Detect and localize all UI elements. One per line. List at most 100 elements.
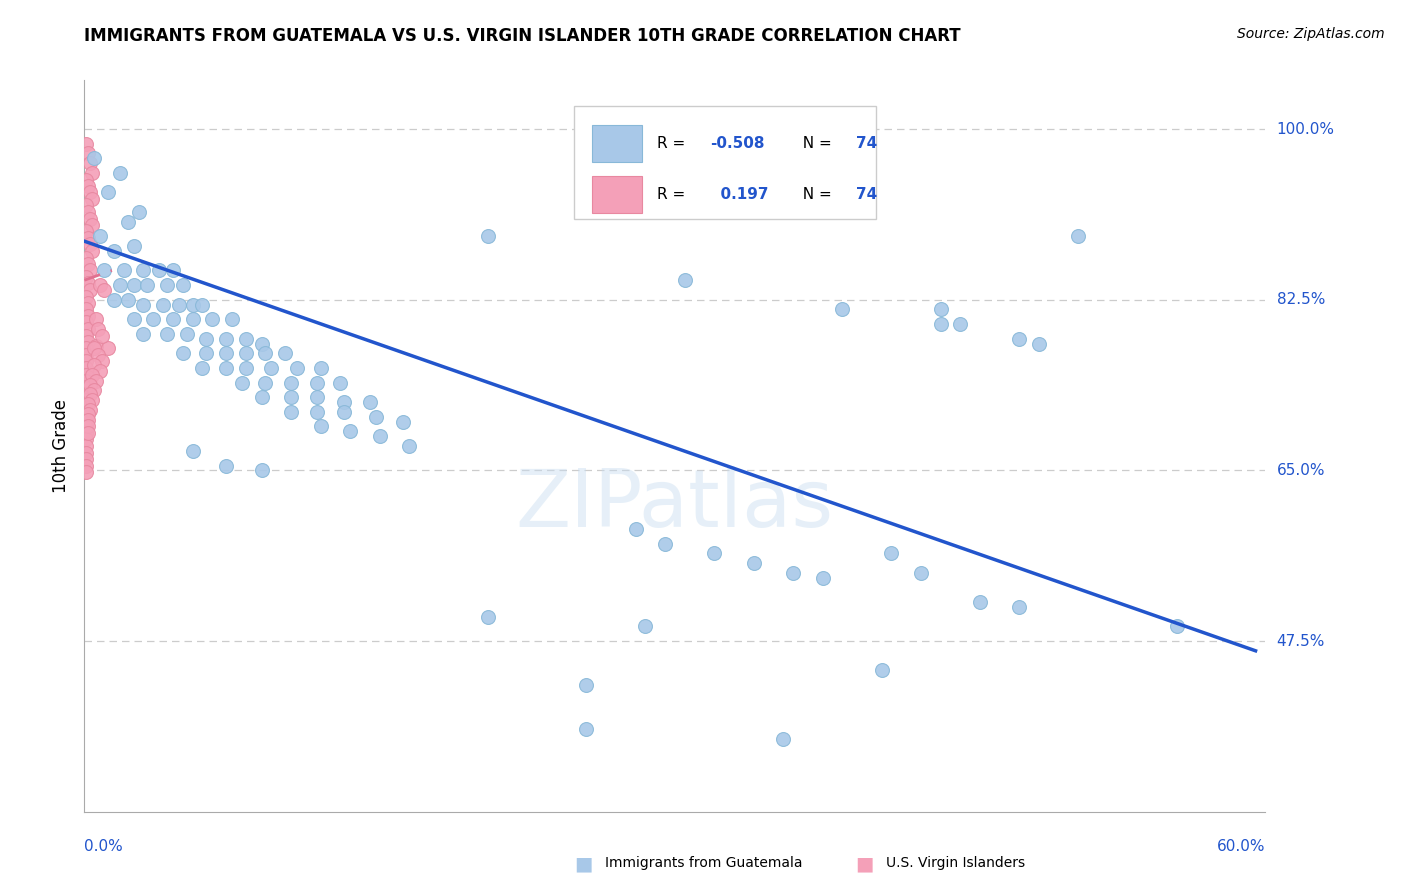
Point bbox=[79, 387, 101, 401]
Text: 47.5%: 47.5% bbox=[1277, 633, 1324, 648]
Text: 100.0%: 100.0% bbox=[1277, 121, 1334, 136]
Point bbox=[77, 205, 100, 219]
Point bbox=[880, 546, 903, 560]
Point bbox=[1067, 229, 1090, 244]
Point bbox=[82, 393, 104, 408]
Point bbox=[333, 395, 356, 409]
Point bbox=[83, 358, 105, 372]
FancyBboxPatch shape bbox=[592, 125, 641, 161]
Point bbox=[79, 403, 101, 417]
Point bbox=[108, 166, 131, 180]
Point bbox=[97, 342, 120, 356]
Point bbox=[93, 263, 115, 277]
Text: IMMIGRANTS FROM GUATEMALA VS U.S. VIRGIN ISLANDER 10TH GRADE CORRELATION CHART: IMMIGRANTS FROM GUATEMALA VS U.S. VIRGIN… bbox=[84, 27, 960, 45]
FancyBboxPatch shape bbox=[575, 106, 876, 219]
Point bbox=[969, 595, 991, 609]
Point bbox=[87, 322, 110, 336]
Text: ZIPatlas: ZIPatlas bbox=[516, 466, 834, 543]
Text: ■: ■ bbox=[855, 854, 875, 873]
Point bbox=[91, 354, 114, 368]
Point bbox=[75, 419, 97, 434]
Point bbox=[772, 731, 794, 746]
Point bbox=[77, 426, 100, 441]
Point bbox=[201, 312, 224, 326]
Point bbox=[215, 458, 238, 473]
Point bbox=[75, 426, 97, 441]
Point bbox=[191, 297, 214, 311]
Point bbox=[148, 263, 170, 277]
Text: 74: 74 bbox=[856, 186, 877, 202]
Point bbox=[77, 257, 100, 271]
Point bbox=[132, 326, 155, 341]
Point bbox=[75, 198, 97, 212]
Point bbox=[82, 166, 104, 180]
Point bbox=[84, 338, 107, 352]
Point bbox=[191, 361, 214, 376]
Point bbox=[75, 348, 97, 362]
Point bbox=[75, 342, 97, 356]
Point bbox=[1028, 336, 1050, 351]
Point bbox=[128, 205, 150, 219]
Point bbox=[75, 328, 97, 343]
Point bbox=[305, 405, 328, 419]
Point bbox=[75, 393, 97, 408]
Point bbox=[176, 326, 198, 341]
Point bbox=[329, 376, 352, 390]
Point bbox=[132, 263, 155, 277]
Point bbox=[195, 346, 218, 360]
Point bbox=[75, 290, 97, 304]
Point bbox=[250, 390, 273, 404]
Point bbox=[181, 312, 204, 326]
Point bbox=[624, 522, 647, 536]
Point bbox=[305, 376, 328, 390]
Point bbox=[172, 278, 194, 293]
Point bbox=[142, 312, 165, 326]
Point bbox=[136, 278, 159, 293]
Point bbox=[77, 178, 100, 193]
Point bbox=[156, 278, 179, 293]
Point bbox=[1166, 619, 1188, 633]
Point bbox=[77, 407, 100, 421]
Point bbox=[75, 361, 97, 376]
Point bbox=[79, 263, 101, 277]
Point bbox=[77, 310, 100, 324]
Point bbox=[398, 439, 420, 453]
Point bbox=[75, 387, 97, 401]
Text: R =: R = bbox=[657, 186, 690, 202]
Point bbox=[673, 273, 696, 287]
Point bbox=[117, 215, 139, 229]
Point bbox=[82, 368, 104, 382]
Point bbox=[122, 239, 145, 253]
Text: 65.0%: 65.0% bbox=[1277, 463, 1324, 478]
Point bbox=[274, 346, 297, 360]
Point bbox=[575, 678, 598, 692]
Text: N =: N = bbox=[793, 186, 837, 202]
Point bbox=[75, 400, 97, 414]
Point bbox=[83, 342, 105, 356]
Point bbox=[1008, 332, 1031, 346]
Point bbox=[75, 302, 97, 317]
Point bbox=[117, 293, 139, 307]
Point bbox=[75, 432, 97, 446]
Point bbox=[181, 443, 204, 458]
Point bbox=[84, 312, 107, 326]
Point bbox=[181, 297, 204, 311]
Point bbox=[75, 446, 97, 460]
Point bbox=[108, 278, 131, 293]
Point bbox=[75, 466, 97, 480]
Point bbox=[339, 425, 361, 439]
Point bbox=[75, 458, 97, 473]
Point bbox=[77, 146, 100, 161]
Text: ■: ■ bbox=[574, 854, 593, 873]
Point bbox=[235, 332, 257, 346]
Point bbox=[215, 346, 238, 360]
Point bbox=[162, 263, 184, 277]
Point bbox=[250, 336, 273, 351]
Point bbox=[75, 315, 97, 329]
Point bbox=[231, 376, 253, 390]
Point bbox=[215, 332, 238, 346]
Point bbox=[77, 419, 100, 434]
Point bbox=[75, 412, 97, 426]
Point bbox=[250, 463, 273, 477]
Point bbox=[782, 566, 804, 580]
